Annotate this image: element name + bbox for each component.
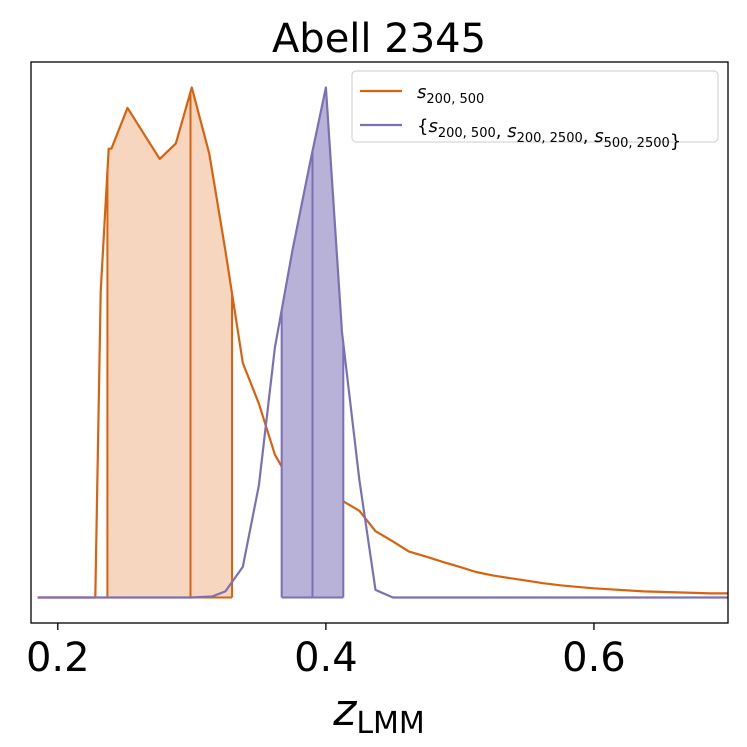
series-0-line [37, 86, 728, 599]
legend: s200, 500 {s200, 500, s200, 2500, s500, 2… [351, 70, 719, 152]
x-tick-label: 0.2 [26, 635, 90, 681]
axes-frame [30, 61, 729, 624]
x-tick-label: 0.6 [562, 635, 626, 681]
x-axis-label: zLMM [332, 685, 425, 741]
x-axis-label-main: z [332, 685, 357, 736]
legend-box [351, 70, 719, 143]
x-axis-label-sub: LMM [356, 706, 424, 741]
legend-entry: {s200, 500, s200, 2500, s500, 2500} [417, 116, 681, 152]
x-axis: 0.2 0.4 0.6 [26, 623, 626, 681]
x-tick-label: 0.4 [294, 635, 358, 681]
plot-area [37, 86, 728, 599]
series-0-shaded-region [107, 87, 233, 598]
chart-title: Abell 2345 [272, 16, 486, 62]
legend-entry: s200, 500 [417, 82, 484, 107]
series-1-line [37, 86, 728, 599]
